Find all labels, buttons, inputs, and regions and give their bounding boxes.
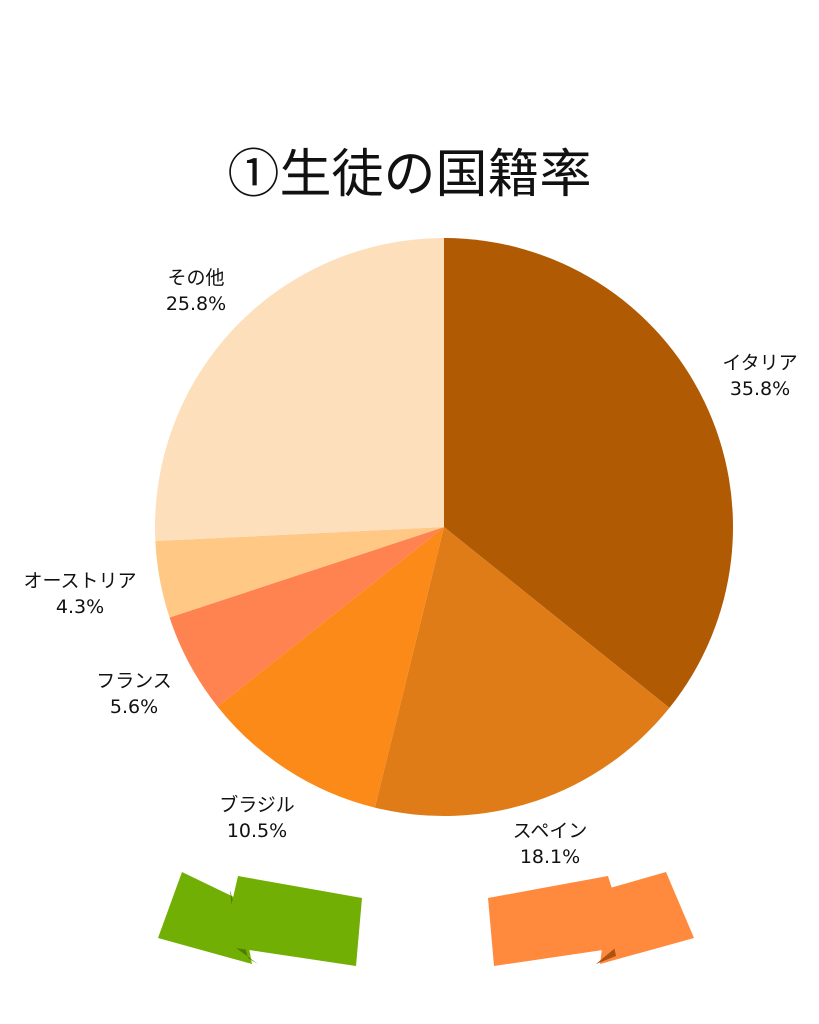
decorative-ribbons xyxy=(158,872,694,966)
slice-percent: 10.5% xyxy=(226,820,288,842)
right-ribbon-icon xyxy=(488,872,694,966)
slice-percent: 25.8% xyxy=(165,293,227,315)
slice-label-italy: イタリア 35.8% xyxy=(670,350,819,402)
slice-name: オーストリア xyxy=(23,570,137,592)
pie-slice-france xyxy=(169,527,444,707)
slice-label-brazil: ブラジル 10.5% xyxy=(167,792,347,844)
pie-slice-other xyxy=(155,238,444,542)
slice-label-spain: スペイン 18.1% xyxy=(460,818,640,870)
slice-percent: 4.3% xyxy=(55,596,105,618)
slice-name: その他 xyxy=(167,267,225,289)
slice-name: ブラジル xyxy=(219,794,295,816)
slice-percent: 18.1% xyxy=(519,846,581,868)
slice-percent: 5.6% xyxy=(109,696,159,718)
slice-label-austria: オーストリア 4.3% xyxy=(0,568,170,620)
slice-name: スペイン xyxy=(512,820,588,842)
pie-slice-brazil xyxy=(217,527,444,808)
chart-title: ①生徒の国籍率 xyxy=(227,145,592,205)
left-ribbon-icon xyxy=(158,872,362,966)
pie-slice-spain xyxy=(374,527,670,816)
pie-slice-austria xyxy=(155,527,444,618)
slice-name: フランス xyxy=(96,670,172,692)
slice-percent: 35.8% xyxy=(729,378,791,400)
slice-label-other: その他 25.8% xyxy=(106,265,286,317)
slice-name: イタリア xyxy=(722,352,798,374)
pie-slice-italy xyxy=(444,238,734,708)
slice-label-france: フランス 5.6% xyxy=(44,668,224,720)
